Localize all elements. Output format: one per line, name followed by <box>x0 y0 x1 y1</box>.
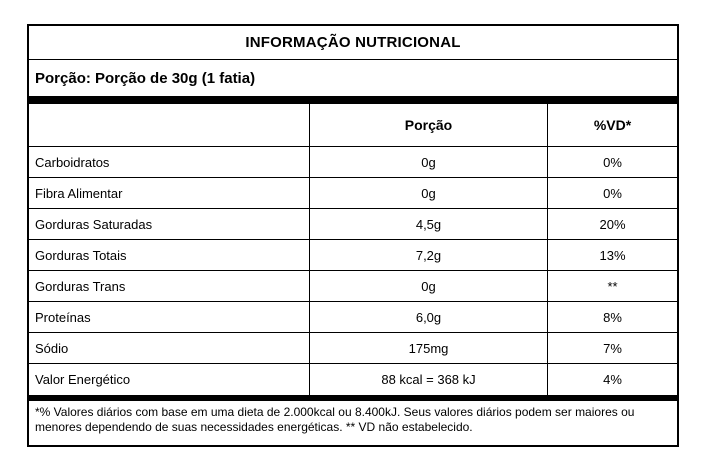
portion-value: 88 kcal = 368 kJ <box>309 364 548 395</box>
nutrient-label: Valor Energético <box>35 372 131 387</box>
table-row: Valor Energético 88 kcal = 368 kJ 4% <box>29 364 677 395</box>
vd-value: 0% <box>548 147 677 178</box>
portion-value: 7,2g <box>309 240 548 271</box>
label-header: INFORMAÇÃO NUTRICIONAL <box>29 26 677 60</box>
table-row: Sódio 175mg 7% <box>29 333 677 364</box>
nutrient-label: Gorduras Totais <box>29 240 309 271</box>
vd-value: 0% <box>548 178 677 209</box>
table-row: Gorduras Trans 0g ** <box>29 271 677 302</box>
nutrient-label: Fibra Alimentar <box>29 178 309 209</box>
table-row: Gorduras Saturadas 4,5g 20% <box>29 209 677 240</box>
table-row: Fibra Alimentar 0g 0% <box>29 178 677 209</box>
header-nutrient <box>29 104 309 147</box>
vd-value: 13% <box>548 240 677 271</box>
nutrient-label: Sódio <box>29 333 309 364</box>
vd-value: 7% <box>548 333 677 364</box>
portion-value: 0g <box>309 178 548 209</box>
portion-value: 175mg <box>309 333 548 364</box>
label-title: INFORMAÇÃO NUTRICIONAL <box>245 34 461 51</box>
separator-bar-top <box>29 96 677 104</box>
header-vd: %VD* <box>548 104 677 147</box>
header-portion: Porção <box>309 104 548 147</box>
nutrient-label: Carboidratos <box>29 147 309 178</box>
portion-value: 0g <box>309 271 548 302</box>
nutrition-label: INFORMAÇÃO NUTRICIONAL Porção: Porção de… <box>27 24 679 447</box>
nutrient-label: Gorduras Saturadas <box>29 209 309 240</box>
table-row: Carboidratos 0g 0% <box>29 147 677 178</box>
serving-size-line: Porção: Porção de 30g (1 fatia) <box>35 69 256 87</box>
table-header-row: Porção %VD* <box>29 104 677 147</box>
table-row: Gorduras Totais 7,2g 13% <box>29 240 677 271</box>
vd-value: 8% <box>548 302 677 333</box>
footnote-text: *% Valores diários com base em uma dieta… <box>35 405 635 434</box>
nutrient-label: Gorduras Trans <box>29 271 309 302</box>
vd-value: 4% <box>603 372 622 387</box>
table-row: Proteínas 6,0g 8% <box>29 302 677 333</box>
portion-value: 0g <box>309 147 548 178</box>
portion-value: 6,0g <box>309 302 548 333</box>
vd-value: ** <box>548 271 677 302</box>
portion-value: 4,5g <box>309 209 548 240</box>
nutrition-table: Porção %VD* Carboidratos 0g 0% Fibra Ali… <box>29 104 677 395</box>
vd-value: 20% <box>548 209 677 240</box>
separator-bar-bottom <box>29 395 677 401</box>
nutrient-label: Proteínas <box>29 302 309 333</box>
